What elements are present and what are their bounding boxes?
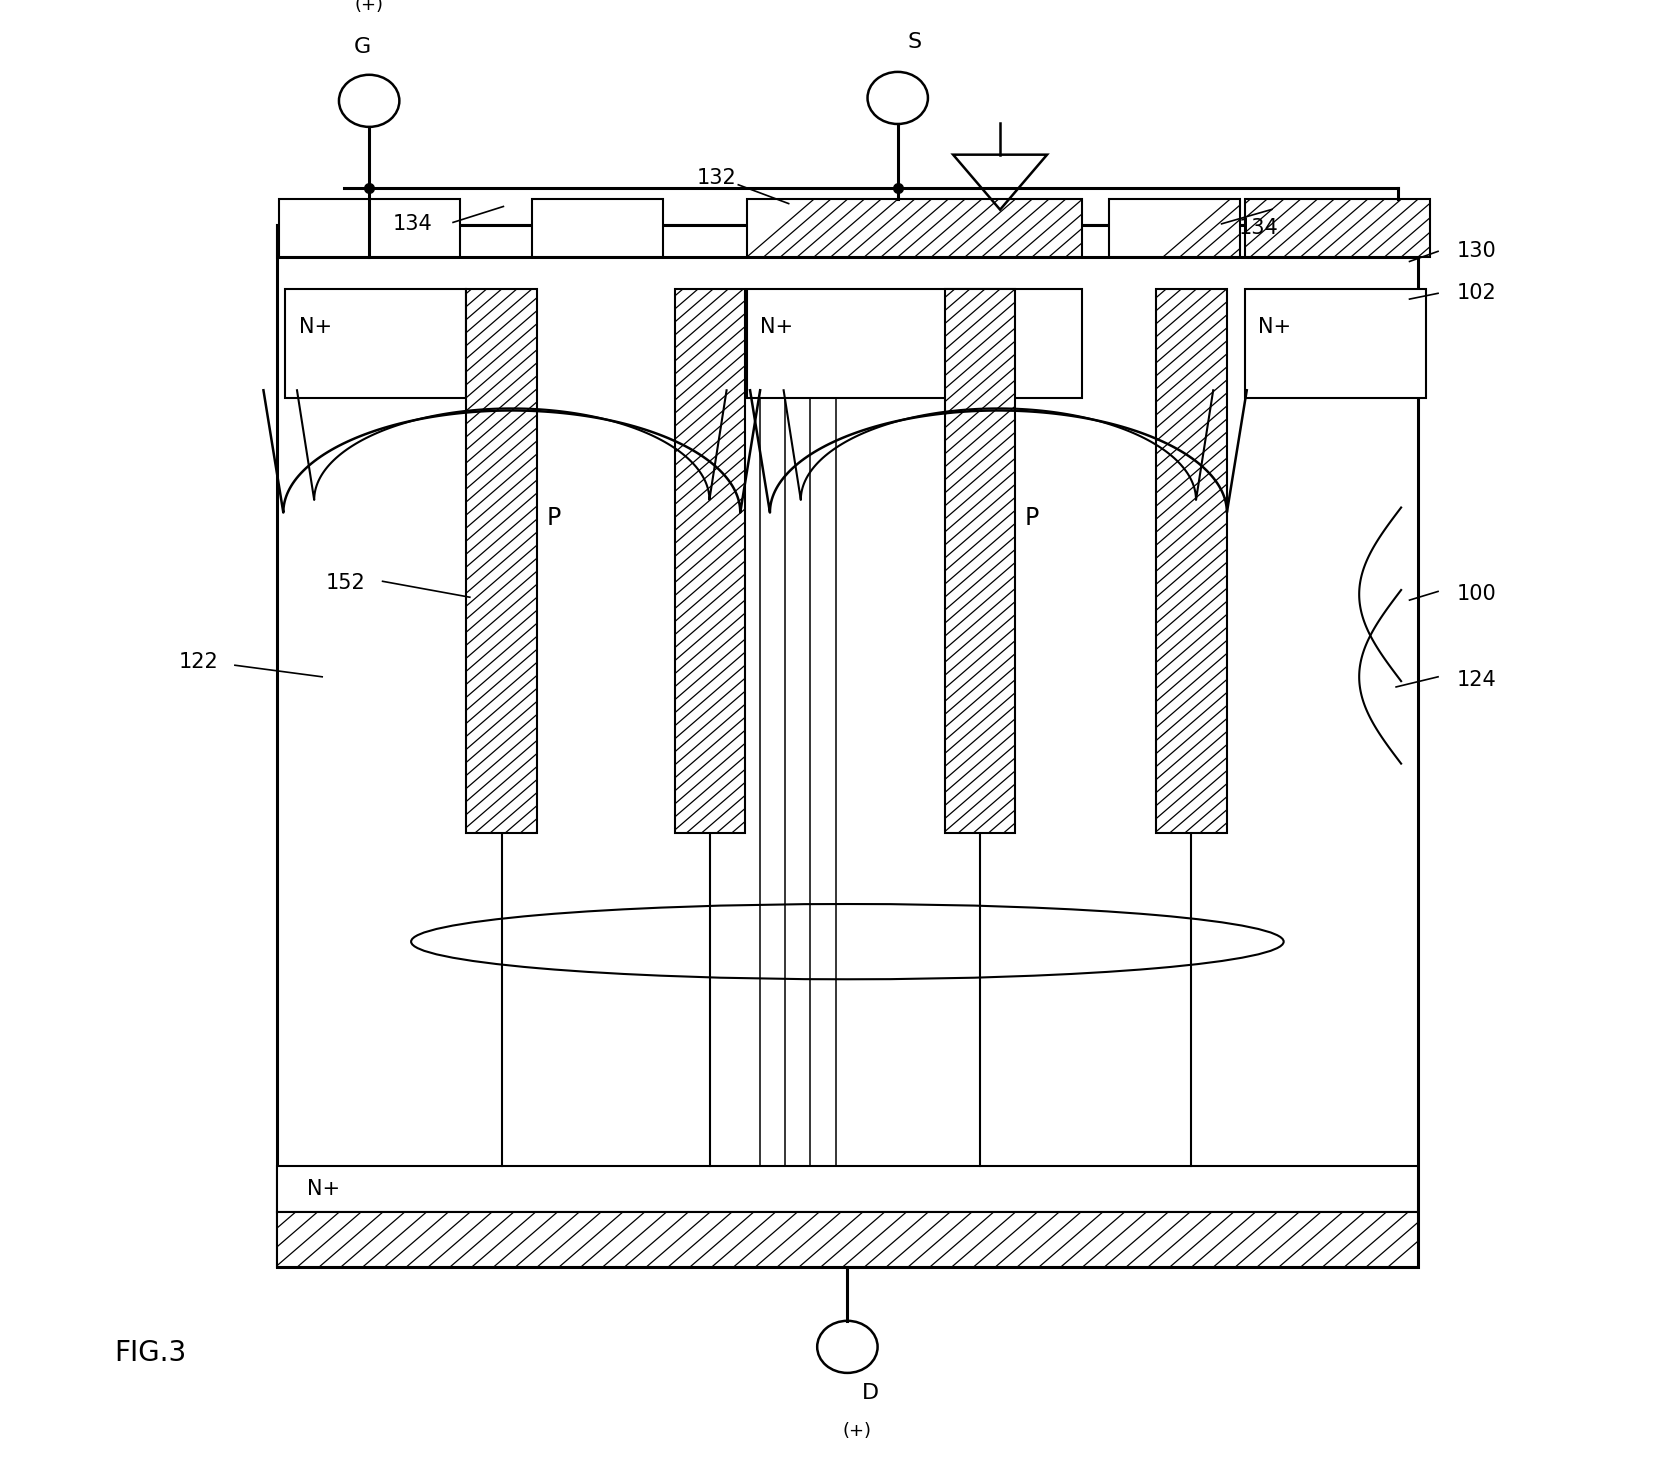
Bar [466,289,537,833]
Text: 100: 100 [1457,585,1497,604]
Text: (+): (+) [354,0,384,13]
Text: S: S [908,31,921,52]
Text: 132: 132 [696,167,737,188]
Text: N+: N+ [299,317,332,337]
Bar [675,289,745,833]
Bar [1245,200,1430,258]
Text: FIG.3: FIG.3 [114,1338,186,1366]
Text: (+): (+) [842,1422,873,1440]
Text: N+: N+ [760,317,794,337]
Bar [277,225,1418,258]
Text: G: G [354,37,371,58]
Text: 152: 152 [326,573,366,593]
Bar [277,1212,1418,1267]
Text: 130: 130 [1457,241,1497,262]
Text: D: D [862,1382,879,1403]
Text: P: P [1025,506,1039,530]
Bar [1109,200,1240,258]
Text: 122: 122 [178,653,218,672]
Text: 134: 134 [1238,218,1279,238]
Bar [747,289,1082,398]
Bar [1245,289,1426,398]
Text: 134: 134 [393,213,433,234]
Text: N+: N+ [1258,317,1292,337]
Text: 102: 102 [1457,283,1497,303]
Text: 124: 124 [1457,670,1497,690]
Bar [1156,289,1227,833]
Bar [532,200,663,258]
Bar [945,289,1015,833]
Text: N+: N+ [307,1180,341,1199]
Bar [277,225,1418,1267]
Bar [747,200,1082,258]
Bar [279,200,460,258]
Text: P: P [547,506,560,530]
Bar [277,1166,1418,1212]
Bar [285,289,466,398]
